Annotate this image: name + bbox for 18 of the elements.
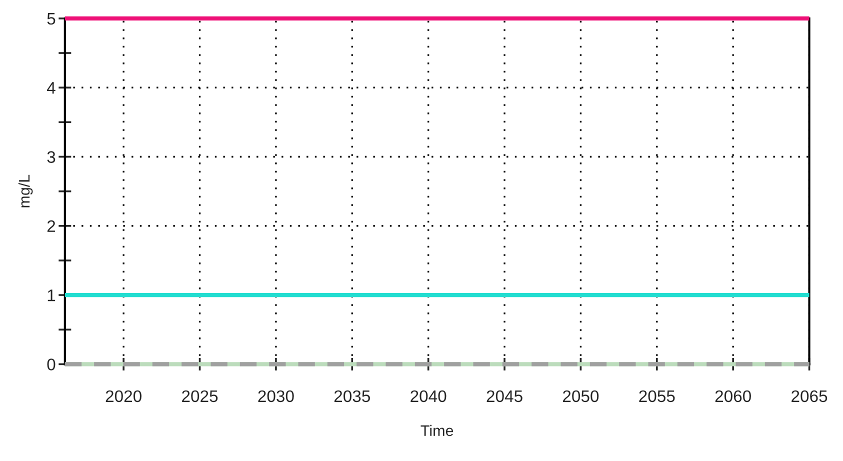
x-tick-label: 2060 (715, 390, 751, 402)
y-tick-label: 2 (47, 220, 56, 232)
y-axis-title: mg/L (18, 174, 33, 208)
x-tick-label: 2030 (258, 390, 294, 402)
x-tick-label: 2055 (639, 390, 675, 402)
y-tick-label: 5 (47, 13, 56, 25)
x-tick-label: 2020 (106, 390, 142, 402)
x-tick-label: 2040 (410, 390, 446, 402)
x-tick-label: 2045 (486, 390, 522, 402)
x-axis-title: Time (420, 424, 454, 436)
y-tick-label: 4 (47, 82, 56, 94)
y-tick-label: 1 (48, 290, 56, 302)
x-tick-label: 2065 (792, 390, 828, 402)
x-tick-label: 2035 (334, 390, 370, 402)
x-tick-label: 2050 (563, 390, 599, 402)
x-tick-label: 2025 (182, 390, 218, 402)
y-tick-label: 0 (47, 358, 56, 370)
y-tick-label: 3 (47, 151, 56, 163)
